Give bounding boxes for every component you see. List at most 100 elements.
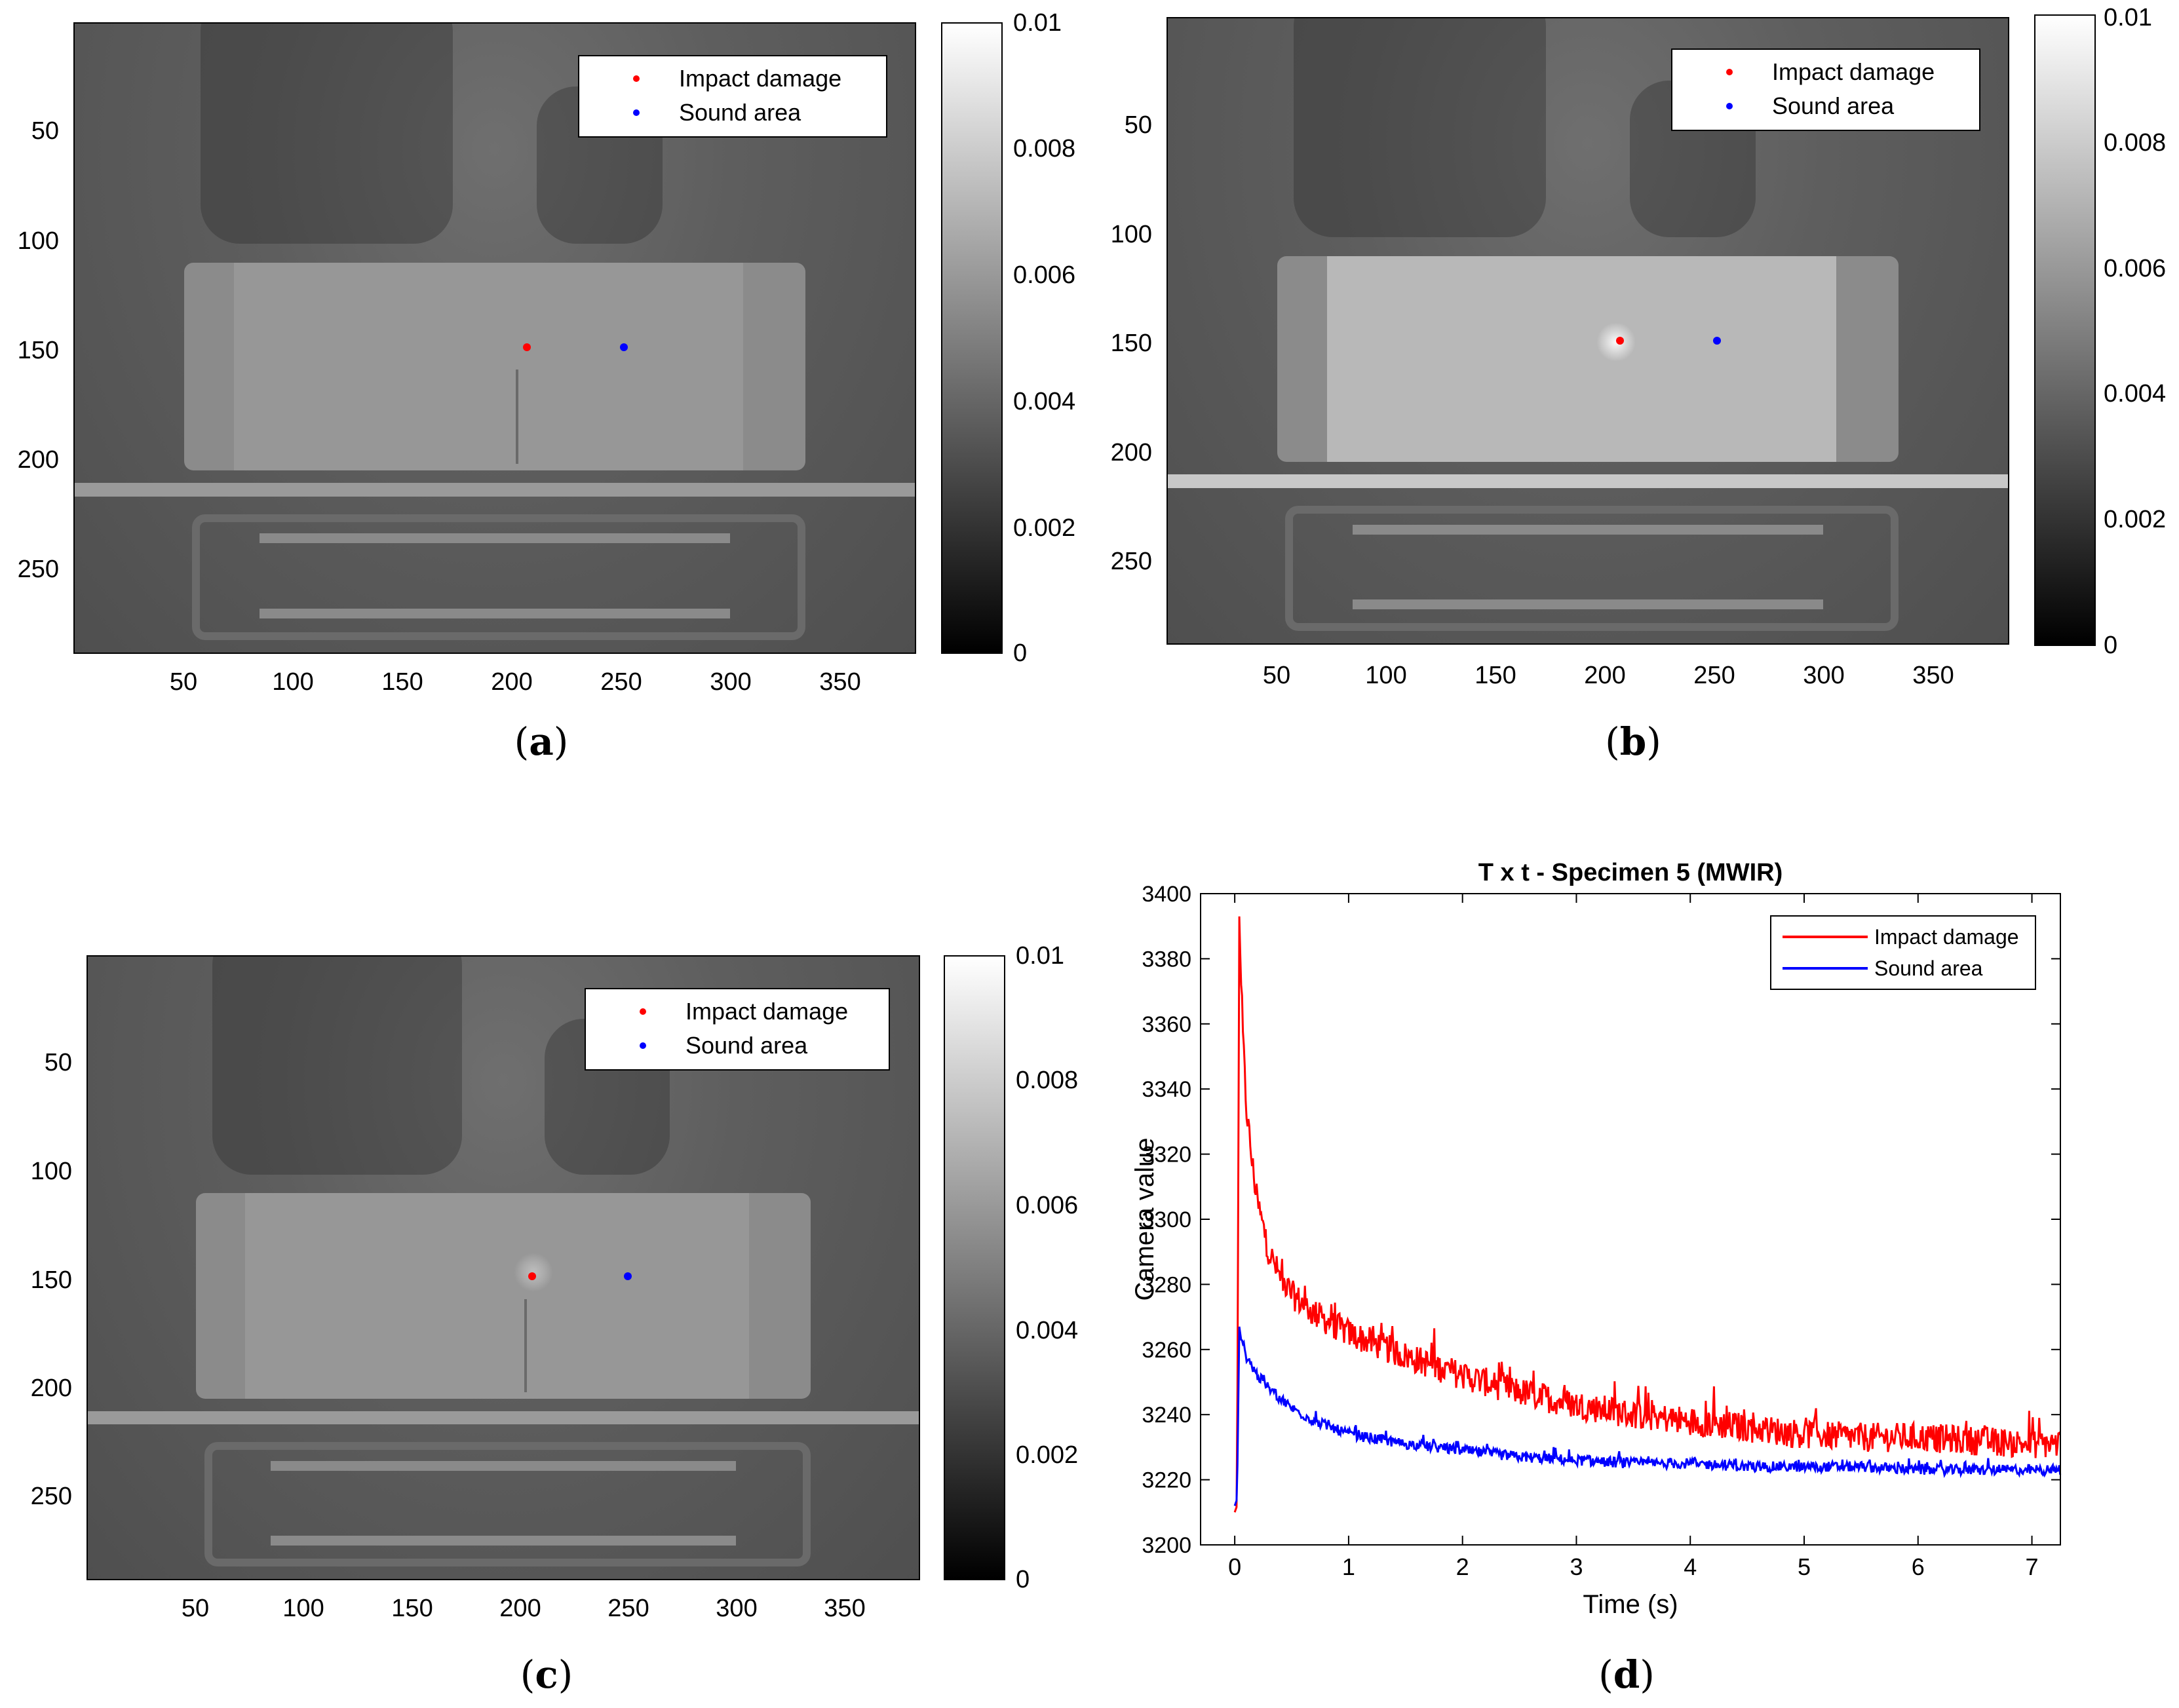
legend-b: Impact damage Sound area xyxy=(1671,48,1980,131)
y-tick-label: 3220 xyxy=(1142,1468,1191,1493)
legend-label: Impact damage xyxy=(679,65,842,92)
y-tick-label: 3400 xyxy=(1142,882,1191,907)
colorbar-tick: 0.004 xyxy=(1013,388,1076,415)
legend-label: Sound area xyxy=(679,99,801,126)
y-tick: 50 xyxy=(31,117,59,145)
y-tick: 250 xyxy=(30,1483,72,1510)
thermal-image-c xyxy=(87,955,920,1580)
colorbar-tick: 0.006 xyxy=(1016,1192,1079,1219)
colorbar-tick: 0.006 xyxy=(1013,261,1076,289)
legend-label: Sound area xyxy=(685,1032,808,1059)
x-tick-label: 4 xyxy=(1684,1553,1697,1580)
caption-d: (d) xyxy=(1598,1652,1655,1697)
thermal-image-b xyxy=(1167,17,2009,645)
colorbar-tick: 0.01 xyxy=(1013,9,1062,37)
x-tick-label: 0 xyxy=(1228,1553,1241,1580)
y-axis-label: Camera value xyxy=(1130,1137,1159,1300)
x-tick: 250 xyxy=(600,668,642,696)
x-tick: 200 xyxy=(491,668,533,696)
colorbar-tick: 0.01 xyxy=(2104,4,2152,31)
sound-area-marker xyxy=(620,343,628,351)
legend-label: Sound area xyxy=(1874,957,1983,980)
y-tick-label: 3300 xyxy=(1142,1207,1191,1232)
legend-entry-sound: Sound area xyxy=(586,1029,877,1063)
caption-a: (a) xyxy=(514,719,569,764)
y-tick-label: 3200 xyxy=(1142,1533,1191,1558)
x-tick: 300 xyxy=(710,668,752,696)
sound-area-marker xyxy=(624,1272,632,1280)
y-tick: 150 xyxy=(30,1266,72,1294)
impact-damage-marker xyxy=(528,1272,536,1280)
colorbar-tick: 0.006 xyxy=(2104,255,2167,282)
x-tick: 150 xyxy=(1475,662,1516,689)
x-tick: 300 xyxy=(1803,662,1845,689)
y-tick-label: 3360 xyxy=(1142,1012,1191,1037)
series-line-impact-damage xyxy=(1233,916,2062,1513)
chart-title: T x t - Specimen 5 (MWIR) xyxy=(1478,859,1783,886)
x-tick: 200 xyxy=(499,1595,541,1622)
x-tick: 200 xyxy=(1584,662,1626,689)
colorbar-tick: 0.004 xyxy=(1016,1317,1079,1344)
y-tick: 50 xyxy=(1124,111,1152,139)
x-tick-label: 5 xyxy=(1798,1553,1811,1580)
colorbar-tick: 0.01 xyxy=(1016,942,1064,970)
x-tick: 50 xyxy=(169,668,198,696)
legend-label: Impact damage xyxy=(1874,925,2019,949)
x-tick-label: 3 xyxy=(1570,1553,1583,1580)
x-tick-label: 1 xyxy=(1342,1553,1355,1580)
colorbar-tick: 0 xyxy=(2104,632,2118,659)
x-tick: 100 xyxy=(1365,662,1407,689)
sound-area-marker xyxy=(1713,337,1721,345)
y-tick: 50 xyxy=(44,1049,72,1076)
x-tick: 250 xyxy=(607,1595,649,1622)
y-tick-label: 3240 xyxy=(1142,1403,1191,1428)
y-tick-label: 3260 xyxy=(1142,1338,1191,1363)
y-tick: 250 xyxy=(1110,548,1152,575)
legend-entry-impact: Impact damage xyxy=(1672,55,1967,89)
y-tick: 200 xyxy=(17,446,59,474)
legend-label: Impact damage xyxy=(1772,58,1935,85)
x-tick-label: 7 xyxy=(2026,1553,2039,1580)
colorbar-b xyxy=(2034,14,2096,646)
x-tick: 100 xyxy=(272,668,314,696)
colorbar-tick: 0 xyxy=(1013,639,1028,667)
colorbar-c xyxy=(944,955,1005,1580)
colorbar-tick: 0.002 xyxy=(1013,514,1076,542)
colorbar-tick: 0.002 xyxy=(2104,506,2167,533)
legend-label: Sound area xyxy=(1772,92,1895,119)
x-tick: 150 xyxy=(381,668,423,696)
x-axis-label: Time (s) xyxy=(1583,1590,1678,1619)
x-tick: 100 xyxy=(282,1595,324,1622)
legend-d: Impact damage Sound area xyxy=(1770,915,2036,990)
y-tick: 150 xyxy=(17,337,59,364)
x-tick: 250 xyxy=(1693,662,1735,689)
y-tick-label: 3280 xyxy=(1142,1272,1191,1297)
legend-label: Impact damage xyxy=(685,998,849,1025)
legend-entry-impact: Impact damage xyxy=(586,995,877,1029)
colorbar-tick: 0.008 xyxy=(1013,135,1076,162)
y-tick-label: 3340 xyxy=(1142,1077,1191,1102)
colorbar-tick: 0.008 xyxy=(1016,1067,1079,1094)
series-line-sound-area xyxy=(1233,1326,2062,1506)
legend-c: Impact damage Sound area xyxy=(585,988,890,1071)
impact-damage-marker xyxy=(523,343,531,351)
x-tick: 50 xyxy=(181,1595,210,1622)
x-tick-label: 2 xyxy=(1456,1553,1469,1580)
colorbar-tick: 0 xyxy=(1016,1566,1030,1593)
legend-entry-sound: Sound area xyxy=(1672,89,1967,123)
x-tick: 150 xyxy=(391,1595,433,1622)
colorbar-a xyxy=(941,22,1003,654)
impact-damage-marker xyxy=(1616,337,1624,345)
caption-c: (c) xyxy=(520,1652,573,1697)
legend-entry-impact: Impact damage xyxy=(579,62,874,96)
x-tick: 350 xyxy=(824,1595,866,1622)
y-tick: 200 xyxy=(1110,439,1152,466)
y-tick: 150 xyxy=(1110,330,1152,357)
x-tick: 300 xyxy=(716,1595,758,1622)
y-tick: 100 xyxy=(17,227,59,255)
x-tick-label: 6 xyxy=(1912,1553,1925,1580)
y-tick-label: 3320 xyxy=(1142,1143,1191,1167)
colorbar-tick: 0.004 xyxy=(2104,380,2167,408)
y-tick-label: 3380 xyxy=(1142,947,1191,972)
legend-entry-sound: Sound area xyxy=(579,96,874,130)
